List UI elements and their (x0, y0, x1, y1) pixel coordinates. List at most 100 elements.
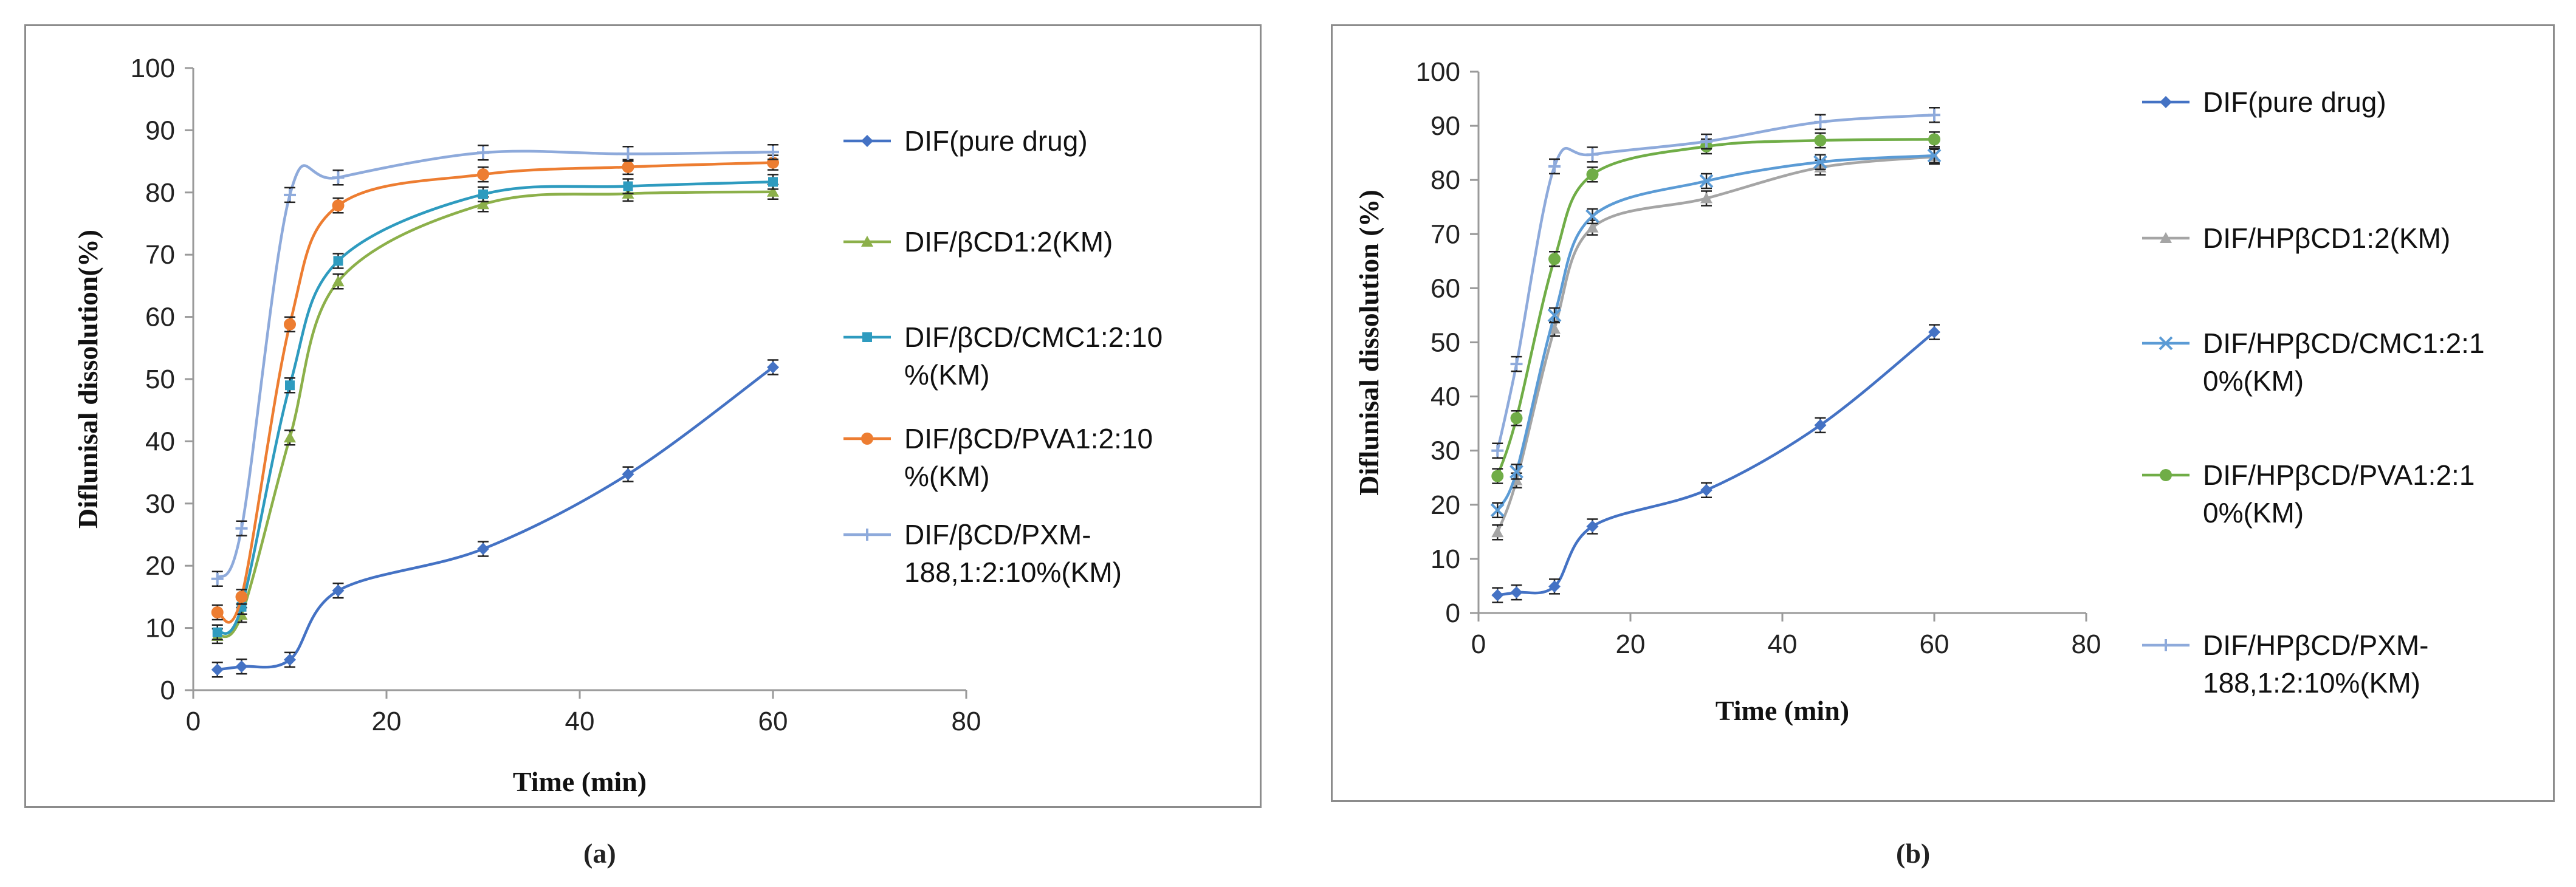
chart-a-data-point (332, 584, 345, 597)
chart-a-data-point (332, 199, 345, 212)
chart-a-data-point (477, 146, 489, 159)
chart-b-data-point (1586, 520, 1599, 533)
chart-a-data-point (284, 318, 296, 330)
chart-b-data-point (1548, 580, 1561, 593)
chart-a-legend-label: DIF/βCD1:2(KM) (904, 226, 1113, 258)
chart-b-x-tick-label: 40 (1768, 629, 1798, 659)
caption-b: (b) (1896, 838, 1931, 869)
chart-a-data-point (477, 198, 489, 210)
chart-b-y-tick-label: 80 (1431, 165, 1460, 195)
chart-a-data-point (478, 189, 488, 199)
chart-a-legend-marker (861, 236, 873, 247)
chart-b-y-tick-label: 0 (1446, 598, 1460, 628)
chart-b-series-line-2 (1496, 154, 1935, 511)
chart-a-y-tick-label: 90 (145, 115, 175, 145)
chart-a-legend-label: DIF/βCD/PVA1:2:10 (904, 423, 1153, 454)
chart-a-legend-marker (861, 135, 873, 147)
chart-b-data-point (1813, 155, 1827, 170)
chart-b-data-point (1928, 326, 1940, 338)
chart-a-y-tick-label: 80 (145, 178, 175, 208)
chart-a-y-tick-label: 60 (145, 303, 175, 332)
chart-a-legend-label: %(KM) (904, 461, 990, 492)
chart-b-legend-label: 0%(KM) (2203, 497, 2304, 529)
chart-b-data-point (1814, 419, 1827, 431)
chart-a-data-point (235, 522, 248, 535)
chart-b-y-tick-label: 50 (1431, 328, 1460, 358)
chart-b-legend-marker (2160, 232, 2172, 243)
chart-a-x-tick-label: 40 (565, 707, 595, 736)
chart-b-legend-label: DIF/HPβCD/PVA1:2:1 (2203, 459, 2475, 491)
chart-b-y-tick-label: 20 (1431, 490, 1460, 520)
chart-b-data-point (1491, 526, 1504, 538)
chart-a-y-axis-title: Diflunisal dissolution(%) (72, 230, 103, 529)
chart-a-x-tick-label: 80 (952, 707, 981, 736)
chart-b-y-tick-label: 60 (1431, 273, 1460, 303)
chart-a-x-tick-label: 0 (186, 707, 201, 736)
chart-b-data-point (1548, 160, 1561, 173)
caption-a: (a) (583, 838, 616, 869)
chart-a-legend-label: DIF(pure drug) (904, 125, 1088, 157)
chart-a-legend-label: 188,1:2:10%(KM) (904, 557, 1122, 588)
chart-a-data-point (622, 148, 634, 160)
chart-a-series-line-4 (216, 149, 774, 580)
chart-a-data-point (211, 606, 224, 618)
chart-b-data-point (1814, 134, 1827, 147)
chart-a-data-point (768, 177, 778, 187)
chart-b-data-point (1547, 308, 1562, 323)
chart-a-y-tick-label: 20 (145, 551, 175, 581)
chart-b: 0 10 20 30 40 50 60 70 80 90 100 0 20 40 60 80 Time (m… (1353, 57, 2485, 726)
chart-a-y-tick-label: 0 (160, 676, 175, 705)
chart-b-x-tick-label: 20 (1616, 629, 1646, 659)
chart-b-x-tick-label: 0 (1471, 629, 1486, 659)
chart-a-data-point (211, 572, 224, 585)
chart-b-y-tick-label: 100 (1416, 57, 1460, 87)
chart-b-data-point (1699, 174, 1714, 188)
chart-b-legend-label: DIF/HPβCD/CMC1:2:1 (2203, 327, 2485, 359)
chart-a-data-point (211, 663, 224, 676)
chart-a-data-point (284, 431, 296, 443)
chart-a-data-point (332, 275, 345, 287)
chart-b-data-point (1586, 221, 1599, 233)
chart-b-y-tick-label: 10 (1431, 544, 1460, 574)
chart-b-data-point (1700, 135, 1712, 148)
chart-b-data-point (1490, 503, 1505, 518)
chart-b-legend-label: DIF/HPβCD1:2(KM) (2203, 222, 2450, 254)
chart-a-data-point (767, 361, 779, 374)
chart-a-y-tick-label: 40 (145, 426, 175, 456)
chart-b-x-axis-title: Time (min) (1716, 695, 1849, 726)
chart-a-legend-marker (861, 433, 873, 445)
chart-a-data-point (767, 185, 779, 197)
chart-a-data-point (284, 188, 296, 201)
chart-b-data-point (1510, 358, 1523, 371)
chart-b-data-point (1510, 586, 1523, 599)
chart-b-series-line-3 (1496, 138, 1935, 477)
chart-a-data-point (212, 627, 222, 637)
chart-a-y-tick-label: 70 (145, 240, 175, 270)
chart-b-legend-marker (2160, 639, 2172, 651)
chart-b-frame (1331, 24, 2555, 802)
chart-b-y-tick-label: 90 (1431, 111, 1460, 141)
chart-a-data-point (622, 160, 634, 173)
chart-b-data-point (1928, 133, 1940, 146)
chart-a-data-point (477, 168, 489, 181)
chart-b-data-point (1491, 589, 1504, 601)
chart-b-data-point (1586, 168, 1599, 181)
chart-a-series-line-0 (217, 366, 774, 671)
chart-b-legend-label: 0%(KM) (2203, 365, 2304, 397)
chart-a-legend-marker (861, 529, 873, 541)
chart-a-y-tick-label: 100 (131, 53, 175, 83)
chart-a-data-point (285, 380, 295, 391)
chart-b-series-line-0 (1497, 330, 1935, 597)
chart-a-x-axis-title: Time (min) (513, 766, 647, 797)
chart-b-data-point (1586, 148, 1599, 161)
chart-a-legend-label: DIF/βCD/PXM- (904, 519, 1091, 550)
chart-b-series-line-1 (1496, 155, 1935, 533)
chart-b-data-point (1491, 470, 1504, 482)
chart-a-legend-label: %(KM) (904, 359, 990, 391)
chart-a-data-point (235, 660, 248, 673)
chart-a-legend-label: DIF/βCD/CMC1:2:10 (904, 321, 1163, 353)
chart-b-data-point (1700, 484, 1712, 496)
chart-b-y-tick-label: 40 (1431, 382, 1460, 412)
chart-b-data-point (1927, 148, 1942, 163)
chart-b-legend-label: DIF(pure drug) (2203, 86, 2386, 118)
